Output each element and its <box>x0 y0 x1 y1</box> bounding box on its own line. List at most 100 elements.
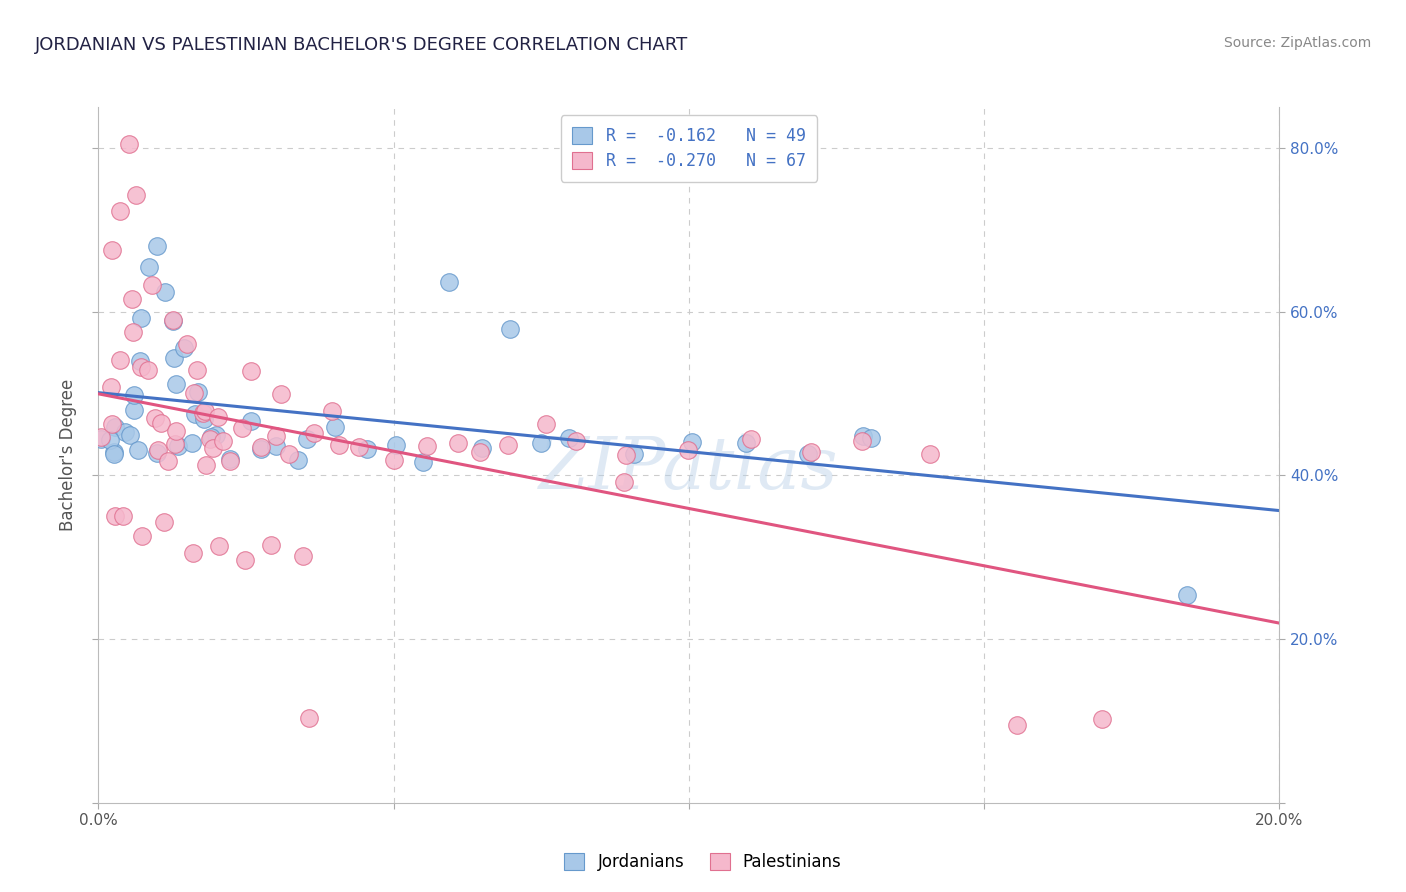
Point <box>623 447 645 461</box>
Point <box>1005 718 1028 732</box>
Point <box>165 377 187 392</box>
Point <box>202 441 225 455</box>
Point <box>100 380 122 394</box>
Point <box>270 387 292 401</box>
Point <box>194 404 217 418</box>
Point <box>447 435 470 450</box>
Point <box>187 384 209 399</box>
Point <box>125 187 148 202</box>
Point <box>496 437 519 451</box>
Point <box>292 549 315 563</box>
Point <box>162 313 184 327</box>
Point <box>468 445 491 459</box>
Point <box>287 452 309 467</box>
Point <box>163 351 186 365</box>
Point <box>101 243 124 257</box>
Point <box>323 419 346 434</box>
Point <box>219 454 242 468</box>
Point <box>128 353 150 368</box>
Point <box>173 341 195 355</box>
Point <box>558 431 581 445</box>
Point <box>564 434 586 448</box>
Point <box>90 432 112 446</box>
Point <box>146 239 169 253</box>
Point <box>851 434 873 448</box>
Point <box>103 445 125 459</box>
Text: JORDANIAN VS PALESTINIAN BACHELOR'S DEGREE CORRELATION CHART: JORDANIAN VS PALESTINIAN BACHELOR'S DEGR… <box>35 36 689 54</box>
Point <box>146 442 169 457</box>
Point <box>207 409 229 424</box>
Point <box>157 454 180 468</box>
Point <box>143 410 166 425</box>
Point <box>304 425 326 440</box>
Point <box>131 529 153 543</box>
Point <box>122 325 145 339</box>
Point <box>208 539 231 553</box>
Point <box>204 428 226 442</box>
Point <box>614 448 637 462</box>
Point <box>165 425 187 439</box>
Point <box>191 406 214 420</box>
Point <box>138 363 160 377</box>
Point <box>127 443 149 458</box>
Point <box>240 414 263 428</box>
Point <box>193 411 215 425</box>
Point <box>266 429 288 443</box>
Point <box>797 447 820 461</box>
Point <box>117 137 139 152</box>
Point <box>356 442 378 456</box>
Legend: Jordanians, Palestinians: Jordanians, Palestinians <box>557 845 849 880</box>
Point <box>859 431 882 445</box>
Legend: R =  -0.162   N = 49, R =  -0.270   N = 67: R = -0.162 N = 49, R = -0.270 N = 67 <box>561 115 817 182</box>
Point <box>181 546 204 560</box>
Point <box>198 432 221 446</box>
Point <box>260 538 283 552</box>
Point <box>90 430 112 444</box>
Point <box>163 437 186 451</box>
Point <box>129 359 152 374</box>
Point <box>155 285 177 299</box>
Point <box>471 441 494 455</box>
Point <box>240 364 263 378</box>
Point <box>103 447 125 461</box>
Point <box>183 386 205 401</box>
Point <box>321 404 343 418</box>
Point <box>231 421 253 435</box>
Point <box>1175 588 1198 602</box>
Point <box>101 417 124 432</box>
Point <box>166 439 188 453</box>
Point <box>162 313 184 327</box>
Point <box>347 440 370 454</box>
Point <box>278 447 301 461</box>
Point <box>920 447 942 461</box>
Point <box>1091 712 1114 726</box>
Point <box>104 420 127 434</box>
Point <box>146 446 169 460</box>
Point <box>384 438 406 452</box>
Point <box>184 407 207 421</box>
Point <box>681 435 703 450</box>
Point <box>103 508 125 523</box>
Point <box>734 436 756 450</box>
Text: Source: ZipAtlas.com: Source: ZipAtlas.com <box>1223 36 1371 50</box>
Point <box>98 433 121 447</box>
Point <box>195 458 218 472</box>
Text: ZIPatlas: ZIPatlas <box>538 434 839 504</box>
Point <box>264 439 287 453</box>
Point <box>211 434 233 449</box>
Point <box>415 439 437 453</box>
Point <box>129 311 152 326</box>
Point <box>298 711 321 725</box>
Point <box>249 442 271 456</box>
Point <box>122 402 145 417</box>
Point <box>218 452 240 467</box>
Point <box>176 337 198 351</box>
Point <box>740 432 762 446</box>
Point <box>152 515 174 529</box>
Point <box>295 432 318 446</box>
Point <box>180 436 202 450</box>
Point <box>678 442 700 457</box>
Y-axis label: Bachelor's Degree: Bachelor's Degree <box>59 379 77 531</box>
Point <box>111 509 134 524</box>
Point <box>110 353 132 368</box>
